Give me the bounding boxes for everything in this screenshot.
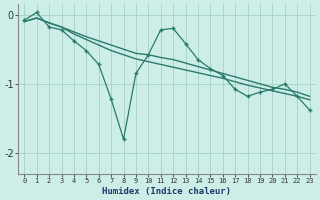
X-axis label: Humidex (Indice chaleur): Humidex (Indice chaleur)	[102, 187, 231, 196]
